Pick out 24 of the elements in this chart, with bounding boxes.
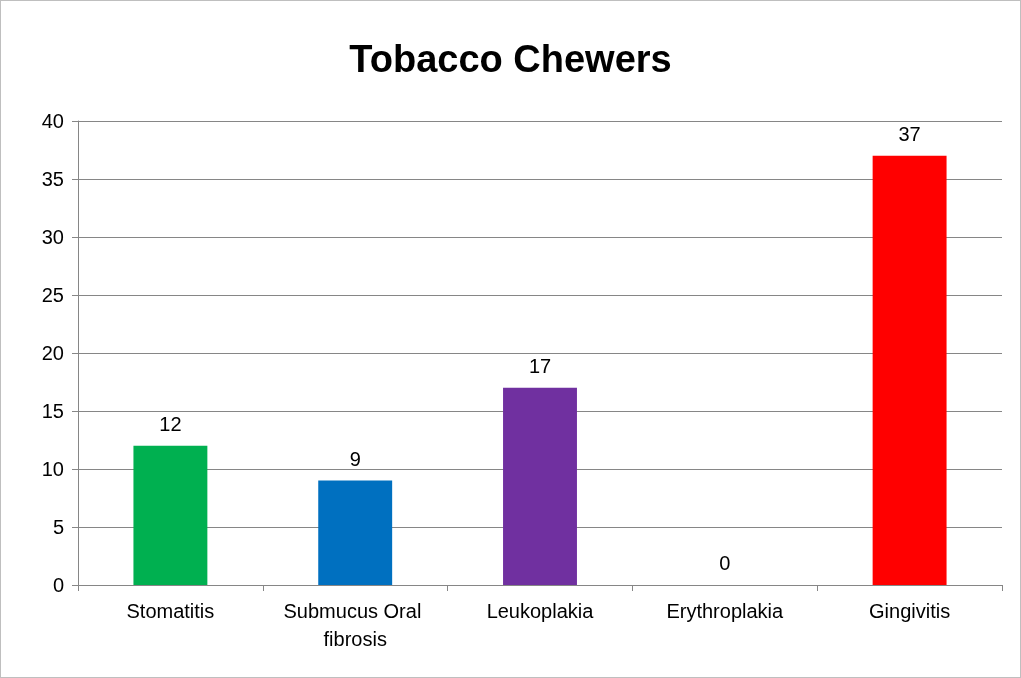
y-tick-label: 15: [41, 400, 64, 422]
y-tick-label: 10: [41, 458, 64, 480]
bar: [133, 445, 208, 585]
chart-title: Tobacco Chewers: [349, 38, 672, 80]
bar: [318, 480, 393, 585]
x-tick-label: Leukoplakia: [486, 600, 595, 622]
bar: [503, 387, 577, 585]
x-tick-label: Erythroplakia: [666, 600, 785, 622]
data-label: 9: [349, 447, 361, 470]
y-tick-label: 30: [41, 226, 64, 248]
x-tick-label: Stomatitis: [126, 600, 215, 622]
y-tick-label: 25: [41, 284, 64, 306]
x-tick-label: Gingivitis: [869, 600, 951, 622]
data-label: 12: [159, 412, 182, 435]
data-label: 0: [719, 552, 731, 574]
x-tick-label: Submucus Oral fibrosis: [283, 600, 427, 650]
y-tick-label: 40: [41, 110, 64, 132]
data-label: 17: [528, 354, 552, 377]
y-tick-label: 35: [41, 168, 64, 190]
y-tick-label: 0: [52, 574, 64, 596]
bar: [872, 155, 947, 585]
y-tick-label: 20: [41, 342, 64, 364]
data-label: 37: [898, 122, 921, 145]
y-tick-label: 5: [52, 516, 64, 538]
